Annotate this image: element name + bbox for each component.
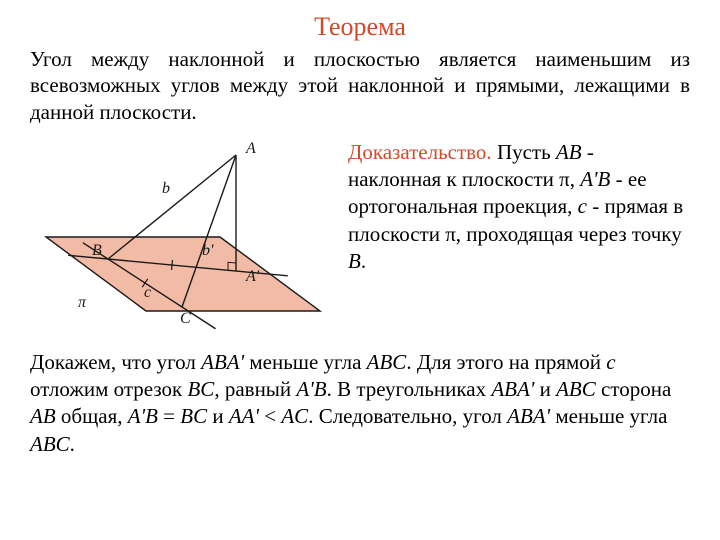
geometry-figure: A A' B Cb b' c π [30,139,330,339]
theorem-title: Теорема [30,12,690,42]
svg-text:A': A' [245,268,260,285]
proof-text: Доказательство. Пусть AB - наклонная к п… [348,139,690,275]
proof-lead: Доказательство. [348,140,492,164]
svg-text:π: π [78,294,87,311]
proof-conclusion: Докажем, что угол ABA' меньше угла ABC. … [30,349,690,458]
svg-text:B: B [92,242,102,259]
svg-text:A: A [245,140,256,157]
svg-text:c: c [144,284,151,301]
proof-row: A A' B Cb b' c π Доказательство. Пусть AB - на… [30,139,690,339]
svg-text:C: C [180,310,191,327]
svg-text:b: b [162,180,170,197]
theorem-statement: Угол между наклонной и плоскостью являет… [30,46,690,125]
svg-text:b': b' [202,242,214,259]
